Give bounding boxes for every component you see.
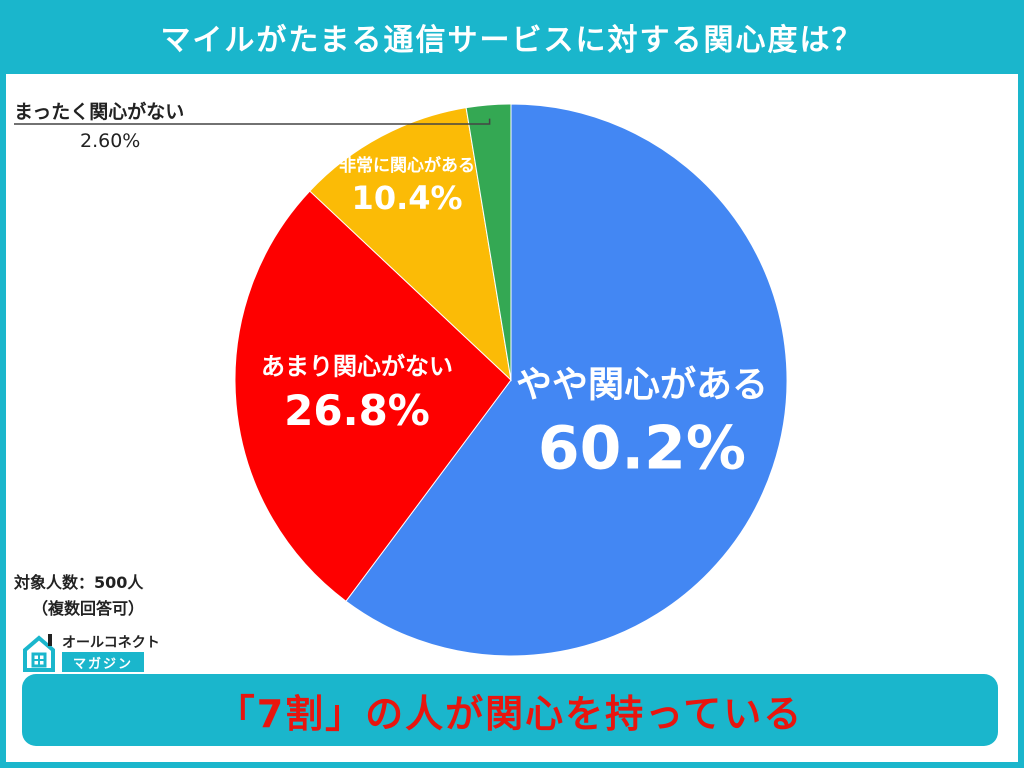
conclusion-text: 「7割」の人が関心を持っている [216, 691, 804, 736]
slice-not-very-interested-label: あまり関心がない [261, 353, 453, 381]
respondents-multiple-answers: （複数回答可） [32, 599, 145, 618]
logo-badge: マガジン [62, 652, 144, 672]
slice-very-interested-value: 10.4% [352, 179, 463, 217]
house-icon [23, 634, 55, 672]
respondents-note: 対象人数：500人 （複数回答可） [14, 570, 164, 622]
slice-somewhat-interested [345, 103, 788, 657]
slice-very-interested-label: 非常に関心がある [339, 155, 475, 176]
slice-not-very-interested [234, 190, 512, 602]
slice-very-interested [309, 107, 512, 382]
callout-label-not-interested-at-all: まったく関心がない [14, 101, 185, 123]
slice-somewhat-interested-value: 60.2% [538, 413, 746, 483]
callout-value-not-interested-at-all: 2.60% [80, 130, 141, 152]
slice-not-very-interested-value: 26.8% [284, 386, 430, 435]
slice-not-interested-at-all [465, 103, 512, 381]
slice-somewhat-interested-label: やや関心がある [516, 364, 768, 405]
logo-name: オールコネクト [62, 635, 160, 651]
logo: オールコネクト マガジン [22, 632, 162, 674]
slice-not-interested-at-all-leader-line [14, 118, 491, 125]
chart-title: マイルがたまる通信サービスに対する関心度は？ [160, 23, 864, 58]
respondents-count: 対象人数：500人 [14, 573, 144, 592]
conclusion-banner: 「7割」の人が関心を持っている [22, 674, 998, 746]
